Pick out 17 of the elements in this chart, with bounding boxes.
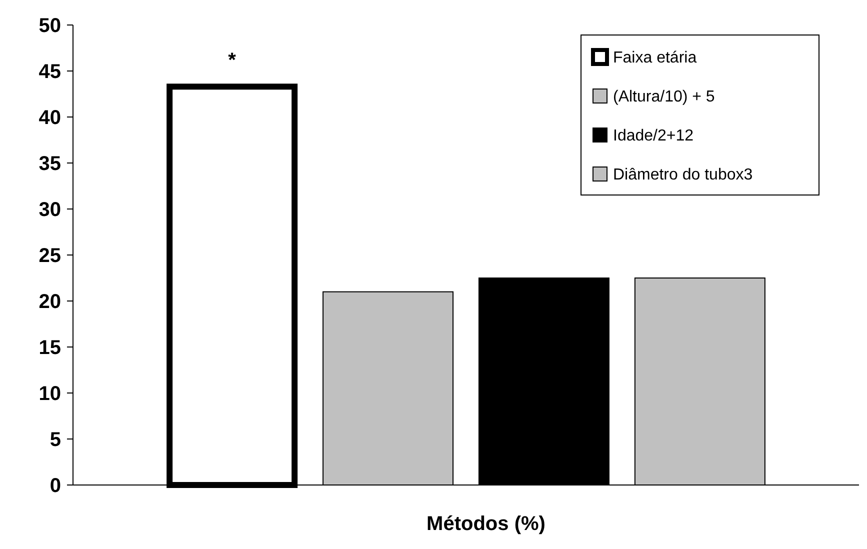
y-tick-label: 25 bbox=[38, 245, 61, 267]
annotation: * bbox=[228, 50, 236, 72]
y-tick-label: 45 bbox=[38, 61, 61, 83]
y-tick-label: 35 bbox=[38, 153, 61, 175]
x-axis-title: Métodos (%) bbox=[426, 513, 546, 535]
legend-label: Diâmetro do tubox3 bbox=[613, 166, 753, 184]
legend-label: Idade/2+12 bbox=[613, 128, 694, 145]
y-tick-label: 5 bbox=[50, 429, 61, 451]
y-tick-label: 40 bbox=[38, 107, 61, 129]
y-tick-label: 30 bbox=[38, 199, 61, 221]
y-tick-label: 50 bbox=[38, 15, 61, 37]
legend-label: Faixa etária bbox=[613, 50, 697, 67]
y-tick-label: 15 bbox=[38, 337, 61, 359]
y-tick-label: 10 bbox=[38, 383, 61, 405]
y-tick-label: 0 bbox=[50, 475, 61, 497]
y-tick-label: 20 bbox=[38, 291, 61, 313]
legend-label: (Altura/10) + 5 bbox=[613, 88, 715, 106]
